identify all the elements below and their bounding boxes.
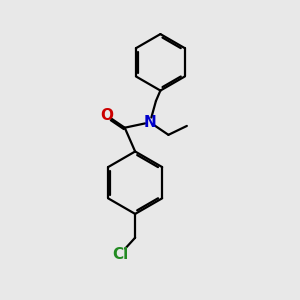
Text: O: O: [100, 108, 113, 123]
Text: N: N: [144, 115, 156, 130]
Text: Cl: Cl: [112, 247, 128, 262]
